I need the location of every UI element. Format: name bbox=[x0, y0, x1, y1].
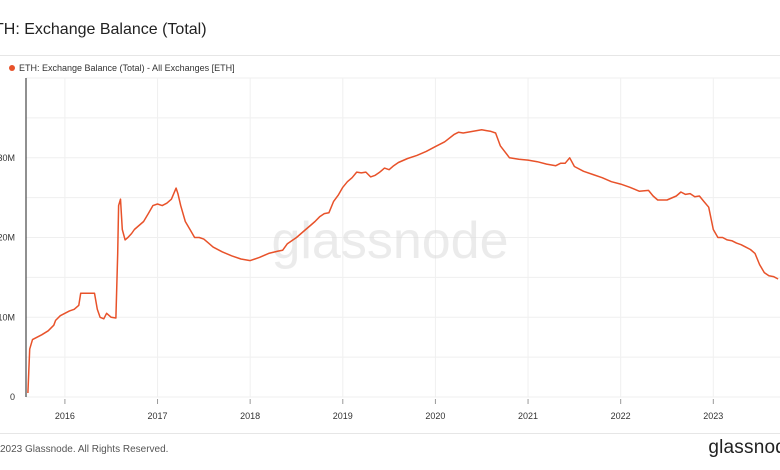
copyright-text: 2023 Glassnode. All Rights Reserved. bbox=[0, 444, 169, 455]
x-tick-label: 2017 bbox=[148, 411, 168, 421]
x-tick-label: 2023 bbox=[703, 411, 723, 421]
footer-divider bbox=[0, 433, 780, 434]
x-tick-label: 2019 bbox=[333, 411, 353, 421]
y-tick-label: 10M bbox=[0, 312, 15, 322]
series-lines bbox=[27, 129, 779, 394]
watermark-text: glassnode bbox=[271, 212, 508, 270]
series-line[interactable] bbox=[27, 129, 779, 394]
x-tick-label: 2020 bbox=[425, 411, 445, 421]
y-axis-ticks: 0 10M 20M 30M bbox=[0, 153, 15, 402]
y-tick-label: 30M bbox=[0, 153, 15, 163]
x-tick-label: 2016 bbox=[55, 411, 75, 421]
legend-series-dot-icon bbox=[9, 65, 15, 71]
chart-gridlines bbox=[26, 77, 780, 398]
x-tick-label: 2022 bbox=[611, 411, 631, 421]
title-divider bbox=[0, 55, 780, 56]
legend-series-label: ETH: Exchange Balance (Total) - All Exch… bbox=[19, 63, 235, 73]
x-tick-label: 2021 bbox=[518, 411, 538, 421]
brand-logo[interactable]: glassnod bbox=[708, 437, 780, 458]
x-tick-label: 2018 bbox=[240, 411, 260, 421]
x-axis-ticks: 2016 2017 2018 2019 2020 2021 2022 2023 bbox=[55, 399, 723, 421]
y-tick-label: 20M bbox=[0, 233, 15, 243]
y-tick-label: 0 bbox=[10, 392, 15, 402]
chart-legend[interactable]: ETH: Exchange Balance (Total) - All Exch… bbox=[9, 63, 235, 73]
page-title: TH: Exchange Balance (Total) bbox=[0, 21, 207, 38]
